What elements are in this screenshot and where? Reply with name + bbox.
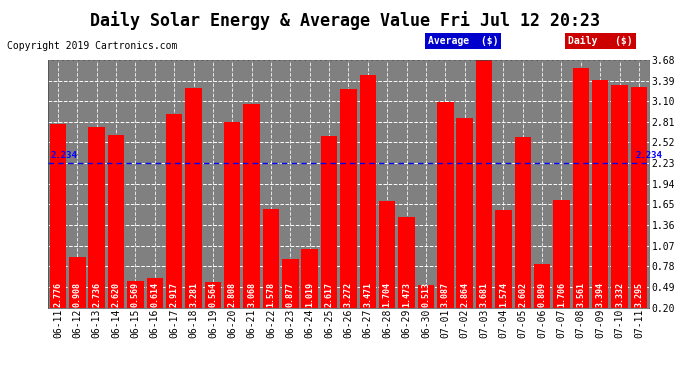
Text: 0.877: 0.877 [286, 282, 295, 307]
Text: 0.809: 0.809 [538, 282, 546, 307]
Text: 0.908: 0.908 [73, 282, 82, 307]
Text: 3.068: 3.068 [247, 282, 256, 307]
Text: Copyright 2019 Cartronics.com: Copyright 2019 Cartronics.com [7, 41, 177, 51]
Bar [631, 87, 647, 308]
Bar [244, 104, 260, 308]
Text: 2.917: 2.917 [170, 282, 179, 307]
Text: 3.394: 3.394 [595, 282, 604, 307]
Bar [205, 282, 221, 308]
Text: 3.471: 3.471 [364, 282, 373, 307]
Text: 2.864: 2.864 [460, 282, 469, 307]
Bar [302, 249, 318, 308]
Text: 2.808: 2.808 [228, 282, 237, 307]
Bar [340, 89, 357, 308]
Text: 2.234: 2.234 [635, 151, 662, 160]
Bar [321, 136, 337, 308]
Text: Average  ($): Average ($) [428, 36, 498, 46]
Text: Daily   ($): Daily ($) [569, 36, 633, 46]
Bar [282, 260, 299, 308]
Text: 3.295: 3.295 [634, 282, 643, 307]
Bar [108, 135, 124, 308]
Text: 3.281: 3.281 [189, 282, 198, 307]
Bar [437, 102, 453, 308]
Text: 3.681: 3.681 [480, 282, 489, 307]
Bar [495, 210, 511, 308]
Bar [224, 122, 241, 308]
Text: 3.332: 3.332 [615, 282, 624, 307]
Text: 0.564: 0.564 [208, 282, 217, 307]
Bar [379, 201, 395, 308]
Bar [534, 264, 551, 308]
Text: 1.578: 1.578 [266, 282, 275, 307]
Bar [146, 278, 163, 308]
Bar [417, 285, 434, 308]
Bar [611, 85, 628, 308]
Bar [50, 124, 66, 308]
Bar [456, 118, 473, 308]
Text: 0.569: 0.569 [131, 282, 140, 307]
Bar [88, 127, 105, 308]
Text: 2.776: 2.776 [54, 282, 63, 307]
Bar [359, 75, 376, 307]
Text: 2.234: 2.234 [50, 151, 77, 160]
Text: 2.617: 2.617 [324, 282, 333, 307]
Text: 1.704: 1.704 [383, 282, 392, 307]
Text: 1.019: 1.019 [305, 282, 314, 307]
Bar [166, 114, 182, 308]
Text: 1.706: 1.706 [557, 282, 566, 307]
Text: 0.513: 0.513 [422, 282, 431, 307]
Text: 1.473: 1.473 [402, 282, 411, 307]
Bar [263, 210, 279, 308]
Text: 0.614: 0.614 [150, 282, 159, 307]
Bar [476, 60, 492, 308]
Bar [553, 200, 570, 308]
Bar [186, 88, 201, 308]
Bar [69, 257, 86, 307]
Text: Daily Solar Energy & Average Value Fri Jul 12 20:23: Daily Solar Energy & Average Value Fri J… [90, 11, 600, 30]
Bar [592, 80, 609, 308]
Bar [398, 217, 415, 308]
Text: 2.736: 2.736 [92, 282, 101, 307]
Text: 3.272: 3.272 [344, 282, 353, 307]
Text: 2.602: 2.602 [518, 282, 527, 307]
Text: 3.561: 3.561 [576, 282, 585, 307]
Text: 2.620: 2.620 [112, 282, 121, 307]
Text: 3.087: 3.087 [441, 282, 450, 307]
Bar [127, 281, 144, 308]
Text: 1.574: 1.574 [499, 282, 508, 307]
Bar [515, 136, 531, 308]
Bar [573, 69, 589, 308]
